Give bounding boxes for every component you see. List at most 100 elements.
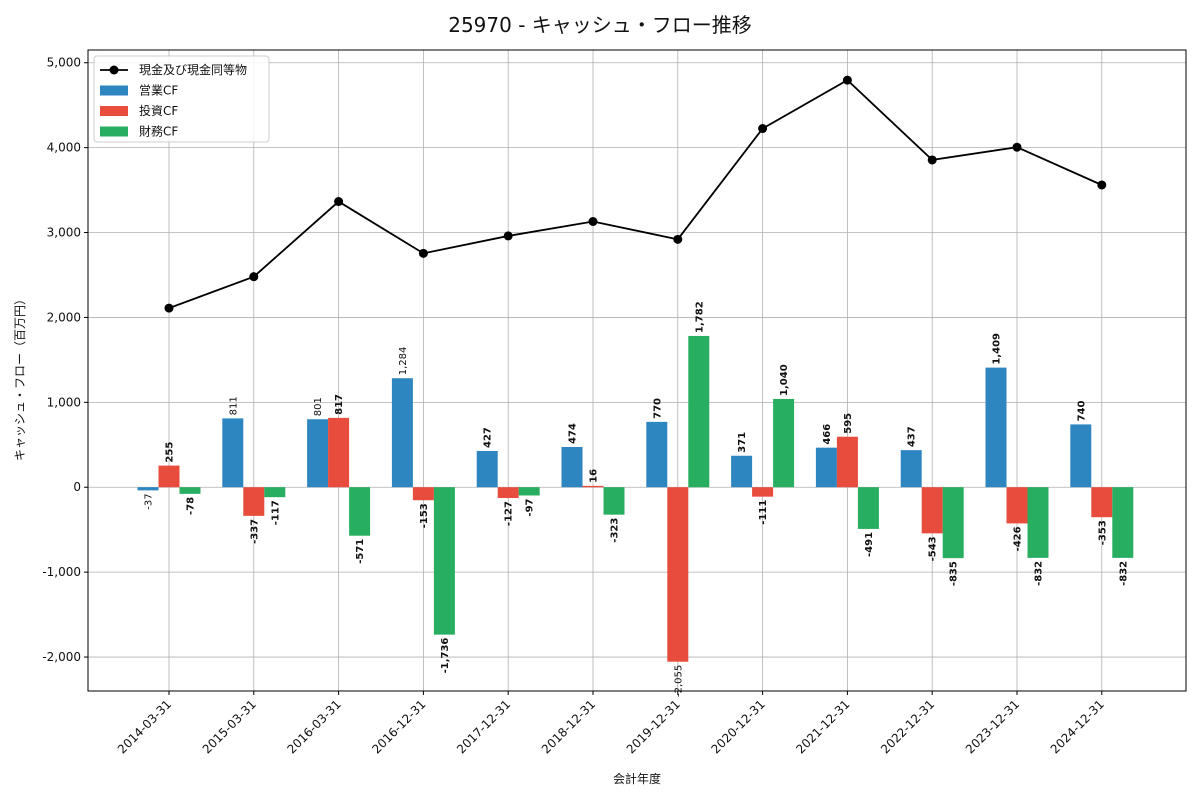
bar-operating [985,367,1007,488]
legend-bar-swatch [100,85,128,96]
bar-operating [646,421,668,488]
bar-value-label: -37 [144,493,155,509]
bar-value-label: 16 [589,469,600,483]
y-tick-label: 0 [73,480,81,494]
bar-financing [1027,487,1049,558]
cash-point [334,197,344,207]
y-tick-label: 4,000 [47,141,81,155]
y-axis-label: キャッシュ・フロー（百万円） [13,293,27,461]
legend-bar-swatch [100,106,128,116]
bar-investing [667,487,689,662]
bar-value-label: 1,409 [992,333,1003,365]
bar-value-label: -832 [1034,561,1045,586]
bar-value-label: 740 [1076,400,1087,421]
bar-financing [603,487,625,515]
bar-value-label: -832 [1118,561,1129,586]
bar-investing [921,487,943,534]
cash-point [249,272,259,282]
bar-operating [222,418,244,488]
bar-investing [752,487,774,497]
bar-operating [561,446,583,488]
bar-value-label: 466 [822,424,833,445]
bar-value-label: -835 [949,561,960,586]
bar-value-label: 437 [907,426,918,447]
cash-point [758,124,768,134]
bar-value-label: -2,055 [673,665,684,697]
bar-value-label: -543 [928,536,939,561]
bar-investing [328,417,350,488]
bar-financing [688,335,710,488]
bar-operating [137,487,159,491]
bar-financing [1112,487,1134,558]
bar-value-label: -1,736 [440,638,451,674]
bar-operating [476,450,498,488]
bar-value-label: 371 [737,432,748,453]
bar-financing [264,487,286,498]
bar-investing [582,485,604,488]
cash-point [842,75,852,85]
bar-value-label: 1,782 [694,301,705,333]
bar-value-label: -353 [1097,520,1108,545]
bar-value-label: 770 [652,398,663,419]
bar-financing [179,487,201,494]
bar-investing [412,487,434,501]
legend-entry: 営業CF [139,84,178,98]
cash-line-path [168,79,1103,309]
bar-value-label: -127 [504,501,515,526]
bar-value-label: -97 [525,498,536,516]
bar-value-label: -323 [610,518,621,543]
cash-point [164,303,174,313]
cash-point [1012,142,1022,152]
bar-investing [1006,487,1028,524]
bar-operating [731,455,753,488]
cash-point [927,155,937,165]
bar-value-label: -337 [249,519,260,544]
cash-line [164,75,1107,313]
cash-point [503,231,513,241]
bar-financing [349,487,371,536]
y-tick-label: -1,000 [42,565,81,579]
legend-entry: 財務CF [139,124,178,139]
bar-financing [857,487,879,529]
bar-value-label: -78 [186,497,197,515]
bar-value-label: 1,040 [779,364,790,396]
bar-value-label: 255 [165,442,176,463]
y-tick-label: 5,000 [47,56,81,70]
bar-investing [836,436,858,488]
bar-value-label: -111 [758,500,769,525]
bar-financing [773,398,795,488]
legend-box [93,55,270,143]
bar-value-label: 427 [483,427,494,448]
bar-value-label: -117 [270,500,281,525]
bar-value-label: -153 [419,503,430,528]
plot-frame [87,49,1187,692]
y-tick-label: 3,000 [47,226,81,240]
data-labels: -37 811 801 1,284 427 474 770 371 466 437 1,409 740… [144,301,1130,697]
bar-investing [497,487,519,499]
bar-investing [243,487,265,516]
bar-value-label: 595 [843,413,854,434]
cash-point [673,234,683,244]
y-tick-label: 1,000 [47,395,81,409]
legend-entry: 投資CF [139,103,178,118]
bar-value-label: -426 [1013,526,1024,551]
cash-point [588,216,598,226]
bar-value-label: 801 [313,397,324,416]
x-axis-label: 会計年度 [613,771,661,786]
bar-investing [1091,487,1113,518]
y-tick-label: 2,000 [47,310,81,324]
bars [137,335,1134,662]
bar-financing [942,487,964,559]
bar-investing [158,465,180,488]
bar-operating [815,447,837,488]
bar-operating [307,419,329,488]
legend-entry: 現金及び現金同等物 [139,62,247,77]
bar-value-label: 817 [334,394,345,415]
legend-bar-swatch [100,126,128,137]
bar-financing [518,487,540,496]
y-tick-label: -2,000 [42,650,81,664]
cash-point [1097,180,1107,190]
